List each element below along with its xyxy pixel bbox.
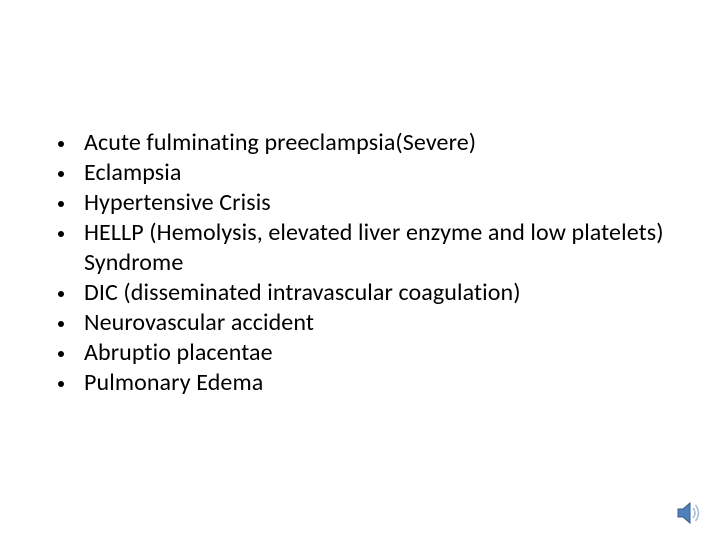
list-item: Abruptio placentae — [54, 338, 680, 368]
bullet-dot — [58, 231, 64, 237]
bullet-dot — [58, 141, 64, 147]
list-item: Hypertensive Crisis — [54, 188, 680, 218]
bullet-dot — [58, 321, 64, 327]
list-item-text: Abruptio placentae — [84, 338, 273, 368]
list-item-text: Eclampsia — [84, 158, 182, 188]
list-item: DIC (disseminated intravascular coagulat… — [54, 278, 680, 308]
list-item: Acute fulminating preeclampsia(Severe) — [54, 128, 680, 158]
list-item: Neurovascular accident — [54, 308, 680, 338]
list-item-text: HELLP (Hemolysis, elevated liver enzyme … — [84, 218, 680, 278]
list-item-text: Neurovascular accident — [84, 308, 314, 338]
list-item: Pulmonary Edema — [54, 368, 680, 398]
list-item-text: Pulmonary Edema — [84, 368, 263, 398]
bullet-dot — [58, 171, 64, 177]
speaker-icon[interactable] — [676, 500, 702, 526]
slide: Acute fulminating preeclampsia(Severe) E… — [0, 0, 720, 540]
speaker-wave-1 — [693, 508, 695, 518]
bullet-dot — [58, 291, 64, 297]
list-item-text: Hypertensive Crisis — [84, 188, 271, 218]
speaker-wave-2 — [696, 505, 699, 521]
bullet-list: Acute fulminating preeclampsia(Severe) E… — [54, 128, 680, 398]
list-item: Eclampsia — [54, 158, 680, 188]
bullet-dot — [58, 381, 64, 387]
speaker-body — [678, 503, 690, 523]
list-item-text: DIC (disseminated intravascular coagulat… — [84, 278, 521, 308]
bullet-dot — [58, 201, 64, 207]
list-item-text: Acute fulminating preeclampsia(Severe) — [84, 128, 476, 158]
list-item: HELLP (Hemolysis, elevated liver enzyme … — [54, 218, 680, 278]
bullet-dot — [58, 351, 64, 357]
